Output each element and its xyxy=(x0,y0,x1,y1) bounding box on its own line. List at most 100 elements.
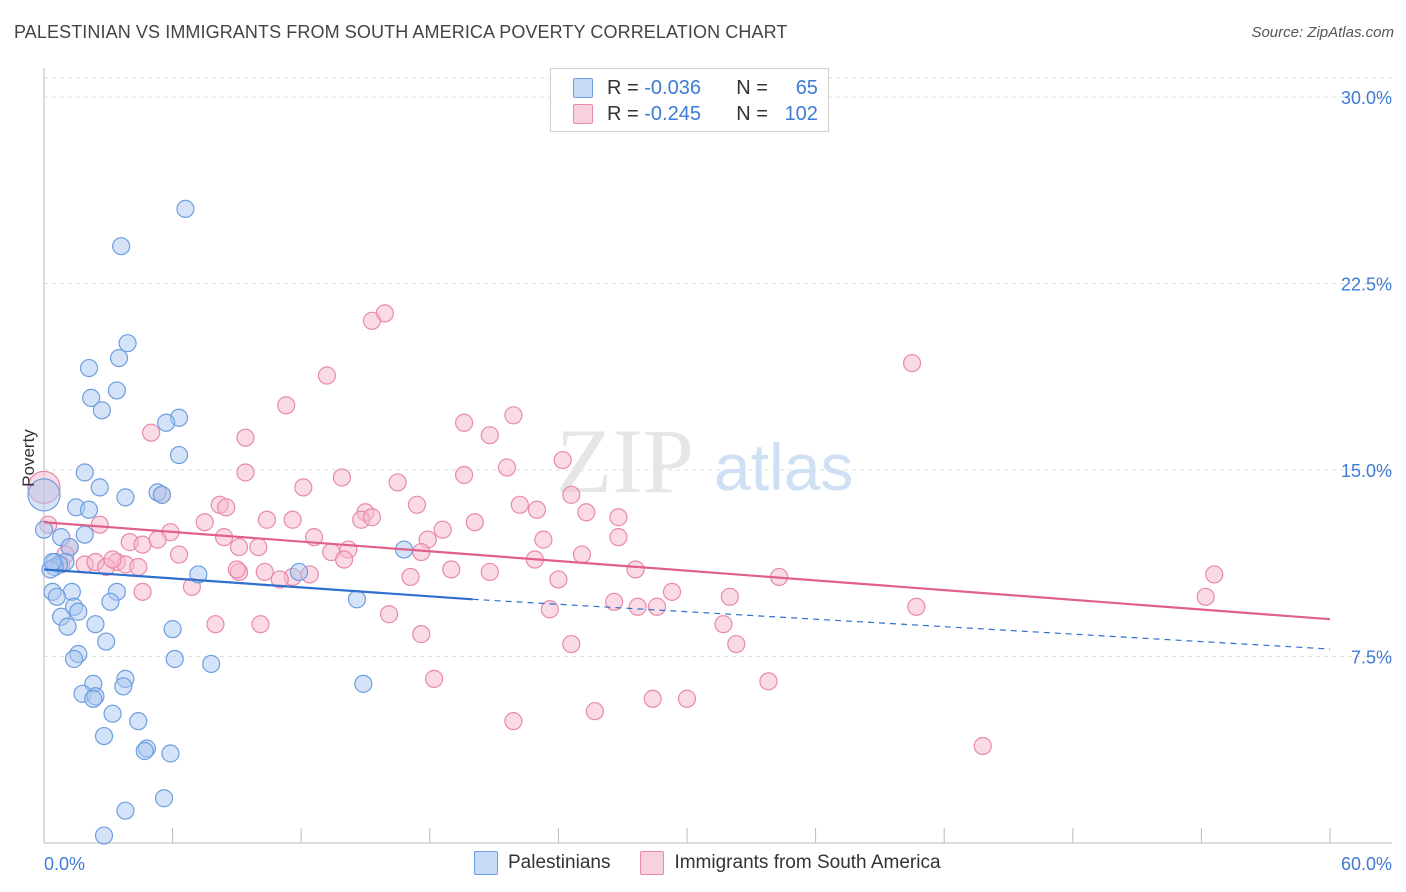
palestinians-point xyxy=(79,358,99,378)
palestinians-point xyxy=(129,712,148,731)
immigrants-point xyxy=(379,605,399,624)
legend-swatch-blue xyxy=(573,78,593,98)
immigrants-point xyxy=(454,413,474,432)
immigrants-point xyxy=(362,508,382,527)
palestinians-point xyxy=(75,525,94,544)
immigrants-point xyxy=(206,615,225,634)
series-legend-label: Immigrants from South America xyxy=(674,852,941,873)
immigrants-point xyxy=(362,311,382,330)
immigrants-point xyxy=(401,567,420,587)
palestinians-point xyxy=(289,562,309,582)
palestinians-point xyxy=(92,401,111,420)
immigrants-trend-line xyxy=(43,521,1331,621)
immigrants-point xyxy=(133,535,152,554)
y-tick-label: 30.0% xyxy=(1341,88,1392,108)
palestinians-point xyxy=(157,413,176,432)
immigrants-point xyxy=(236,463,255,482)
y-tick-label: 22.5% xyxy=(1341,275,1392,295)
immigrants-point xyxy=(480,426,499,445)
palestinians-point xyxy=(116,488,135,507)
immigrants-point xyxy=(662,582,682,601)
legend-n-label: N = xyxy=(736,76,768,99)
immigrants-point xyxy=(562,634,581,654)
watermark: ZIP atlas xyxy=(556,410,853,512)
palestinians-point xyxy=(189,565,208,584)
palestinians-point xyxy=(94,826,114,845)
palestinians-point xyxy=(94,726,114,746)
palestinians-point xyxy=(64,649,84,669)
immigrants-point xyxy=(251,615,270,634)
palestinians-point xyxy=(202,654,221,674)
palestinians-point xyxy=(107,381,126,400)
immigrants-point xyxy=(577,503,596,522)
immigrants-point xyxy=(103,550,122,569)
y-tick-label: 7.5% xyxy=(1351,648,1392,668)
immigrants-point xyxy=(527,500,547,519)
immigrants-point xyxy=(229,537,249,557)
palestinians-point xyxy=(118,334,137,353)
series-legend-palestinians[interactable]: Palestinians xyxy=(474,851,610,875)
trend-lines xyxy=(43,521,1331,650)
series-legend: Palestinians Immigrants from South Ameri… xyxy=(474,851,971,875)
legend-n-value: 102 xyxy=(784,102,818,125)
immigrants-point xyxy=(647,597,667,616)
immigrants-point xyxy=(270,570,289,589)
palestinians-point xyxy=(165,649,184,669)
immigrants-point xyxy=(142,423,161,442)
palestinians-trend-line xyxy=(43,568,473,601)
immigrants-point xyxy=(562,485,581,504)
palestinians-point xyxy=(69,602,88,621)
immigrants-point xyxy=(255,562,274,582)
immigrants-point xyxy=(504,406,523,425)
series-legend-immigrants[interactable]: Immigrants from South America xyxy=(640,851,941,875)
immigrants-point xyxy=(727,634,746,654)
palestinians-point xyxy=(101,592,120,611)
immigrants-point xyxy=(169,545,189,564)
immigrants-point xyxy=(227,560,246,579)
series-immigrants-points xyxy=(27,304,1224,756)
immigrants-point xyxy=(317,366,337,385)
immigrants-point xyxy=(442,560,461,579)
palestinians-point xyxy=(82,388,101,407)
legend-swatch-pink xyxy=(573,104,593,124)
immigrants-point xyxy=(407,495,427,514)
immigrants-point xyxy=(585,702,604,721)
legend-r-value: -0.036 xyxy=(644,76,701,99)
tick-labels: 7.5% 15.0% 22.5% 30.0% 0.0% 60.0% xyxy=(44,88,1392,874)
immigrants-point xyxy=(626,560,645,579)
palestinians-point xyxy=(152,485,171,504)
palestinians-point xyxy=(176,199,195,218)
immigrants-point xyxy=(540,600,559,619)
palestinians-point xyxy=(114,677,133,696)
immigrants-point xyxy=(497,458,517,477)
immigrants-point xyxy=(129,557,148,577)
immigrants-point xyxy=(277,396,296,415)
palestinians-point xyxy=(169,445,189,465)
palestinians-point xyxy=(161,744,180,763)
source-label: Source: ZipAtlas.com xyxy=(1251,24,1394,41)
watermark-atlas: atlas xyxy=(714,430,853,504)
palestinians-point xyxy=(43,552,62,572)
immigrants-point xyxy=(480,562,499,582)
palestinians-point xyxy=(112,237,131,256)
immigrants-point xyxy=(759,672,778,691)
immigrants-point xyxy=(217,498,236,517)
immigrants-point xyxy=(643,689,662,708)
axes xyxy=(43,68,1392,844)
immigrants-point xyxy=(388,473,407,492)
legend-swatch-pink xyxy=(640,851,665,875)
y-axis-label: Poverty xyxy=(19,429,38,487)
legend-swatch-blue xyxy=(474,851,498,875)
immigrants-point xyxy=(283,510,302,529)
immigrants-point xyxy=(720,587,739,606)
palestinians-point xyxy=(62,582,81,601)
series-palestinians-points xyxy=(27,199,414,845)
legend-row-palestinians: R = -0.036 N = 65 xyxy=(573,76,818,100)
immigrants-point xyxy=(294,478,313,497)
immigrants-point xyxy=(714,615,733,634)
immigrants-point xyxy=(236,428,255,447)
y-tick-label: 15.0% xyxy=(1341,461,1392,481)
palestinians-point xyxy=(79,500,99,519)
immigrants-point xyxy=(334,550,354,569)
immigrants-point xyxy=(1205,565,1224,584)
